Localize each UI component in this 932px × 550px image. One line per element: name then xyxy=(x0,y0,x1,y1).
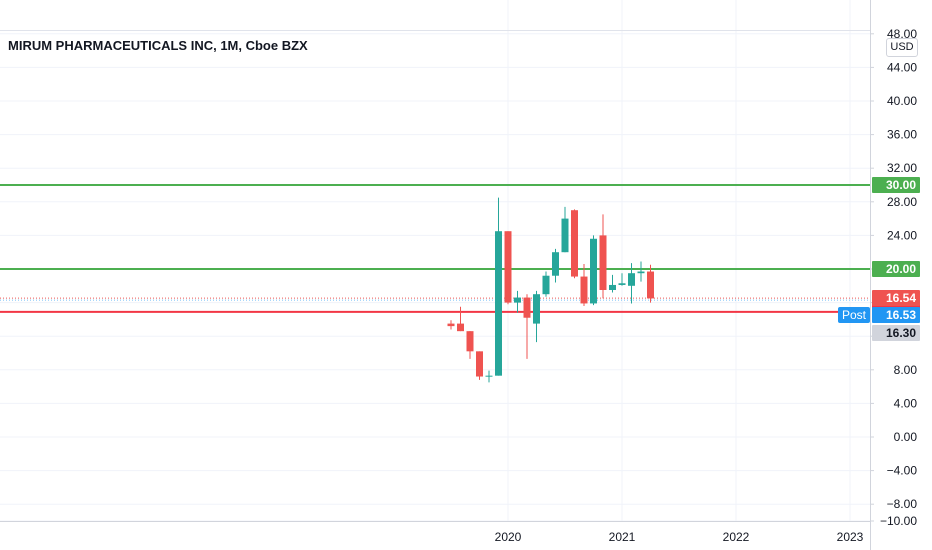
candle-body[interactable] xyxy=(580,276,588,304)
price-badge-post xyxy=(872,307,920,323)
y-tick-label: −10.00 xyxy=(880,514,917,528)
x-tick-label: 2022 xyxy=(723,530,750,544)
price-badge-label: 16.54 xyxy=(886,291,916,305)
candle-body[interactable] xyxy=(590,238,597,304)
x-tick-label: 2023 xyxy=(837,530,864,544)
post-tag-label: Post xyxy=(842,308,867,322)
candle-body[interactable] xyxy=(485,375,493,377)
candle-body[interactable] xyxy=(647,271,654,299)
candle-body[interactable] xyxy=(504,231,512,303)
currency-label[interactable]: USD xyxy=(886,38,918,57)
candle-body[interactable] xyxy=(476,351,483,377)
candle-body[interactable] xyxy=(618,283,626,285)
y-tick-label: 0.00 xyxy=(894,430,918,444)
candle-body[interactable] xyxy=(637,271,645,274)
price-badge-label: 16.30 xyxy=(886,326,916,340)
candle-body[interactable] xyxy=(533,294,540,324)
y-tick-label: 48.00 xyxy=(887,27,917,41)
candle-body[interactable] xyxy=(542,275,550,295)
candle-body[interactable] xyxy=(514,297,521,303)
candle-body[interactable] xyxy=(571,210,578,277)
y-tick-label: −4.00 xyxy=(887,464,918,478)
candle-body[interactable] xyxy=(609,284,616,290)
line-price-badge xyxy=(872,177,920,193)
candle-body[interactable] xyxy=(628,273,635,286)
price-badge-label: 16.53 xyxy=(886,308,916,322)
y-tick-label: 24.00 xyxy=(887,228,917,242)
candle-body[interactable] xyxy=(447,323,455,327)
price-badge-gray xyxy=(872,325,920,341)
y-tick-label: 28.00 xyxy=(887,195,917,209)
y-tick-label: −8.00 xyxy=(887,497,918,511)
chart-title: MIRUM PHARMACEUTICALS INC, 1M, Cboe BZX xyxy=(8,38,308,53)
candle-body[interactable] xyxy=(457,323,464,332)
post-tag xyxy=(838,307,870,323)
y-tick-label: 44.00 xyxy=(887,60,917,74)
y-tick-label: 32.00 xyxy=(887,161,917,175)
candle-body[interactable] xyxy=(466,331,474,352)
candle-body[interactable] xyxy=(552,252,559,276)
x-tick-label: 2021 xyxy=(609,530,636,544)
y-tick-label: 4.00 xyxy=(894,396,918,410)
candle-body[interactable] xyxy=(561,218,569,253)
line-price-label: 30.00 xyxy=(886,178,916,192)
line-price-label: 20.00 xyxy=(886,262,916,276)
line-price-badge xyxy=(872,261,920,277)
price-badge-last xyxy=(872,290,920,306)
candle-body[interactable] xyxy=(523,297,531,318)
x-tick-label: 2020 xyxy=(495,530,522,544)
y-tick-label: 36.00 xyxy=(887,128,917,142)
candle-body[interactable] xyxy=(599,235,607,290)
y-tick-label: 8.00 xyxy=(894,363,918,377)
candle-body[interactable] xyxy=(495,231,502,376)
y-tick-label: 40.00 xyxy=(887,94,917,108)
